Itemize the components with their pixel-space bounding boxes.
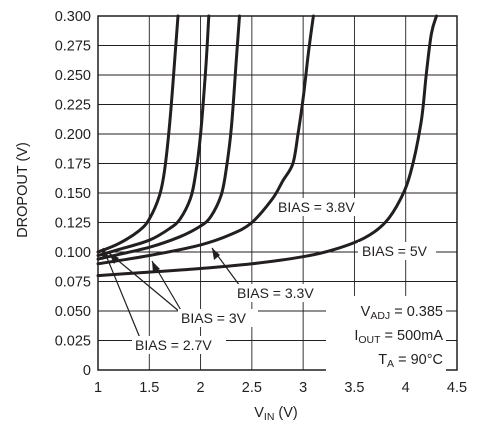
y-tick-label: 0.100 xyxy=(55,245,91,261)
annotation-bias-2-7v: BIAS = 2.7V xyxy=(102,247,226,354)
y-tick-label: 0.300 xyxy=(55,9,91,25)
annotation-bias-5v: BIAS = 5V xyxy=(358,242,436,260)
condition-ta: TA = 90°C xyxy=(378,352,443,370)
series-line-1 xyxy=(96,14,180,254)
x-tick-label: 1 xyxy=(94,380,102,396)
y-tick-label: 0.150 xyxy=(55,186,91,202)
y-tick-label: 0.225 xyxy=(55,98,91,114)
series-line-4 xyxy=(96,14,315,266)
annotations: BIAS = 2.7V BIAS = 3V BIAS = 3.3V BIAS =… xyxy=(102,198,436,354)
y-tick-label: 0.125 xyxy=(55,216,91,232)
y-tick-label: 0.025 xyxy=(55,334,91,350)
y-tick-label: 0.250 xyxy=(55,68,91,84)
x-axis-title: VIN (V) xyxy=(254,405,298,423)
y-axis-title: DROPOUT (V) xyxy=(15,142,31,238)
y-tick-label: 0.175 xyxy=(55,157,91,173)
annotation-text: BIAS = 3.8V xyxy=(278,199,355,215)
x-tick-label: 3.5 xyxy=(344,380,364,396)
annotation-text: BIAS = 5V xyxy=(362,243,428,259)
y-tick-label: 0 xyxy=(83,363,91,379)
x-tick-label: 2.5 xyxy=(242,380,262,396)
condition-vadj: VADJ = 0.385 xyxy=(361,304,443,322)
x-tick-label: 1.5 xyxy=(139,380,159,396)
test-conditions: VADJ = 0.385 IOUT = 500mA TA = 90°C xyxy=(326,296,446,374)
x-tick-label: 4.5 xyxy=(447,380,467,396)
y-tick-label: 0.200 xyxy=(55,127,91,143)
annotation-bias-3-3v: BIAS = 3.3V xyxy=(211,247,328,302)
plot-frame xyxy=(97,15,458,371)
x-tick-label: 4 xyxy=(402,380,410,396)
y-tick-label: 0.050 xyxy=(55,304,91,320)
tick-labels: 1 1.5 2 2.5 3 3.5 4 4.5 0 0.025 0.050 0.075 0.100 0.1… xyxy=(55,9,467,396)
annotation-bias-3-8v: BIAS = 3.8V xyxy=(275,198,369,216)
series-line-5 xyxy=(96,14,438,278)
x-tick-label: 2 xyxy=(197,380,205,396)
series-line-3 xyxy=(96,14,241,261)
condition-iout: IOUT = 500mA xyxy=(354,328,443,346)
annotation-text: BIAS = 3.3V xyxy=(237,285,314,301)
y-tick-label: 0.275 xyxy=(55,39,91,55)
series-lines xyxy=(96,14,438,278)
annotation-bias-3v: BIAS = 3V xyxy=(108,252,258,327)
y-tick-label: 0.075 xyxy=(55,275,91,291)
series-line-2 xyxy=(96,14,211,257)
x-tick-label: 3 xyxy=(299,380,307,396)
annotation-text: BIAS = 2.7V xyxy=(135,337,212,353)
annotation-text: BIAS = 3V xyxy=(181,310,247,326)
